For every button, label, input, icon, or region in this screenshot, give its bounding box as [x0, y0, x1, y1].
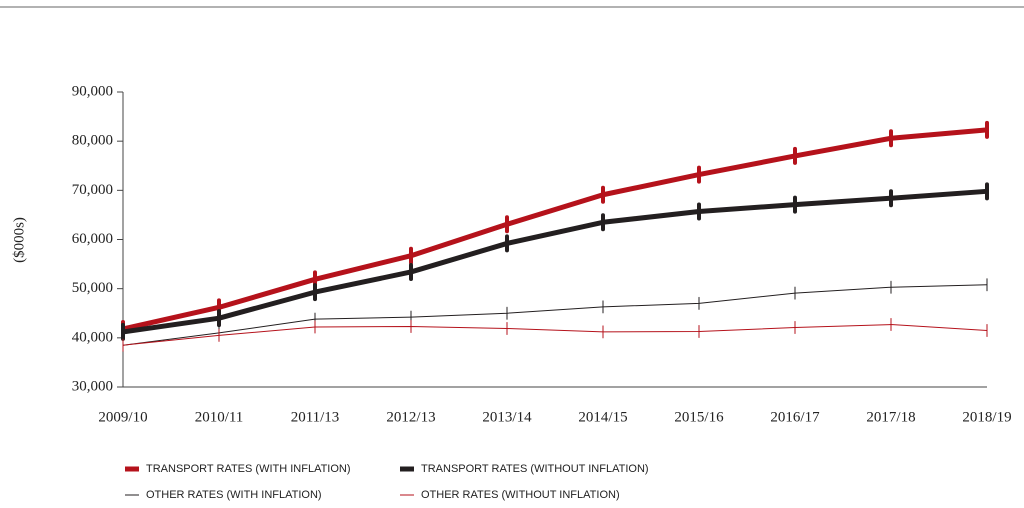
- x-tick-label: 2009/10: [98, 409, 147, 425]
- y-tick-label: 70,000: [72, 182, 113, 198]
- x-tick-label: 2013/14: [482, 409, 532, 425]
- x-tick-label: 2015/16: [674, 409, 724, 425]
- legend-label: TRANSPORT RATES (WITHOUT INFLATION): [421, 463, 649, 475]
- legend-label: OTHER RATES (WITH INFLATION): [146, 489, 322, 501]
- x-tick-label: 2016/17: [770, 409, 820, 425]
- y-axis-label: ($000s): [11, 217, 27, 263]
- series-line: [122, 324, 988, 346]
- y-tick-label: 40,000: [72, 329, 113, 345]
- x-tick-label: 2012/13: [386, 409, 435, 425]
- series-line: [122, 127, 988, 332]
- x-tick-label: 2010/11: [195, 409, 244, 425]
- x-tick-label: 2011/13: [291, 409, 340, 425]
- y-tick-label: 50,000: [72, 280, 113, 296]
- x-tick-label: 2017/18: [866, 409, 915, 425]
- y-tick-label: 30,000: [72, 378, 113, 394]
- y-tick-label: 60,000: [72, 231, 113, 247]
- series-line: [122, 188, 988, 335]
- x-tick-label: 2018/19: [962, 409, 1011, 425]
- y-tick-label: 80,000: [72, 133, 113, 149]
- legend-label: TRANSPORT RATES (WITH INFLATION): [146, 463, 351, 475]
- y-tick-label: 90,000: [72, 83, 113, 99]
- series-line: [122, 284, 988, 346]
- legend-label: OTHER RATES (WITHOUT INFLATION): [421, 489, 620, 501]
- x-tick-label: 2014/15: [578, 409, 627, 425]
